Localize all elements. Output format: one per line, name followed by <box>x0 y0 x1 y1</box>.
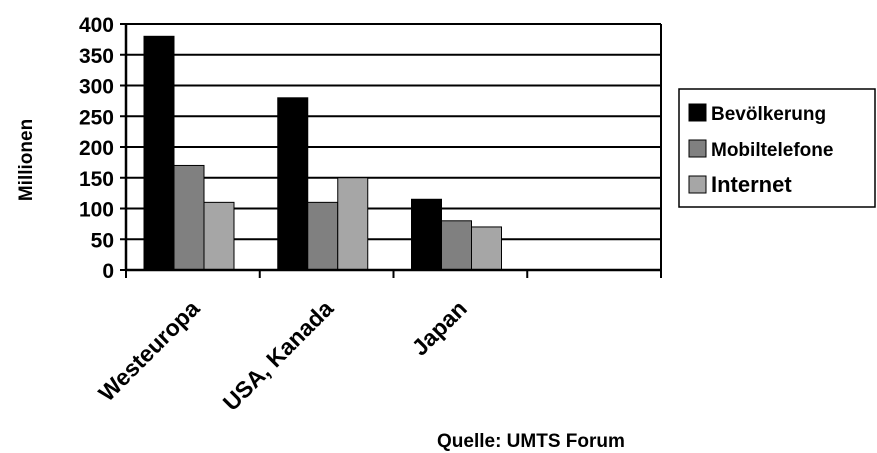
y-tick-label: 400 <box>79 14 114 37</box>
y-tick-label: 0 <box>102 260 114 283</box>
legend-label: Internet <box>711 172 792 197</box>
x-category-label: Japan <box>407 295 472 360</box>
bar-3-2 <box>337 177 369 271</box>
x-category-label: Westeuropa <box>93 295 204 406</box>
y-tick-label: 350 <box>79 45 114 68</box>
bar-2-2 <box>307 201 339 271</box>
y-tick-label: 100 <box>79 199 114 222</box>
source-note: Quelle: UMTS Forum <box>437 431 625 452</box>
legend-label: Bevölkerung <box>711 104 826 125</box>
y-tick-label: 150 <box>79 168 114 191</box>
bar-3-1 <box>203 201 235 271</box>
bar-1-1 <box>143 35 175 271</box>
legend-box <box>678 88 876 208</box>
legend-swatch <box>688 103 707 122</box>
y-tick-label: 50 <box>91 229 114 252</box>
legend-swatch <box>688 139 707 158</box>
legend-swatch <box>688 175 707 194</box>
y-tick-label: 250 <box>79 106 114 129</box>
y-axis-label: Millionen <box>16 119 37 201</box>
legend: Bevölkerung Mobiltelefone Internet <box>678 88 876 208</box>
y-tick-labels: 0 50 100 150 200 250 300 350 400 <box>79 14 114 283</box>
bar-2-3 <box>441 220 472 271</box>
bar-2-1 <box>173 164 205 271</box>
x-category-label: USA, Kanada <box>218 295 339 416</box>
legend-label: Mobiltelefone <box>711 140 833 161</box>
bar-1-2 <box>277 97 309 271</box>
axes <box>120 23 662 278</box>
y-tick-label: 200 <box>79 137 114 160</box>
bars <box>143 35 502 271</box>
bar-1-3 <box>411 198 442 271</box>
bar-3-3 <box>471 226 502 271</box>
x-category-labels: Westeuropa USA, Kanada Japan <box>93 295 472 416</box>
y-tick-label: 300 <box>79 76 114 99</box>
